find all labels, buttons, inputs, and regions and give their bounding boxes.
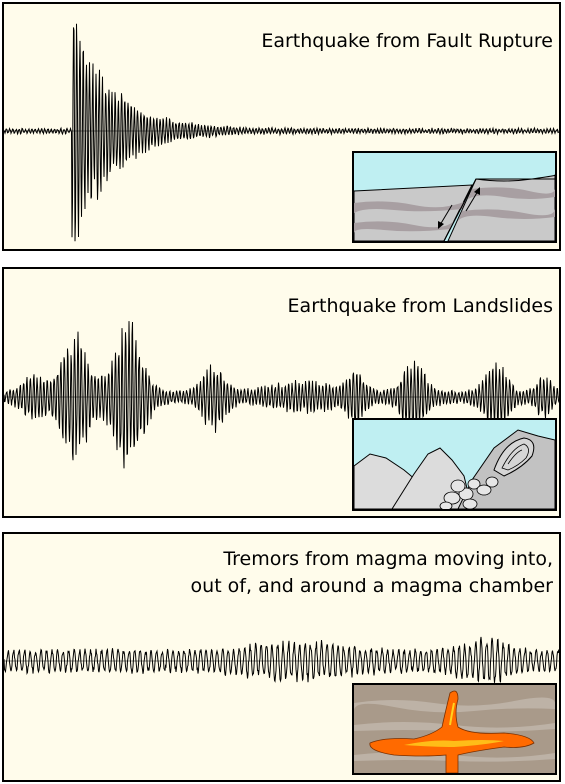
fault-rupture-panel: Earthquake from Fault Rupture — [2, 2, 561, 251]
fault-rupture-seismogram — [4, 23, 559, 242]
fault-cross-section-illustration — [352, 151, 557, 243]
landslide-seismogram — [4, 321, 559, 469]
panel-title: Earthquake from Landslides — [287, 295, 553, 317]
seismogram-trace — [4, 23, 559, 242]
landslide-panel: Earthquake from Landslides — [2, 267, 561, 518]
landslide-illustration — [352, 418, 557, 511]
seismogram-trace — [4, 636, 559, 683]
magma-tremor-seismogram — [4, 636, 559, 683]
panel-title: Tremors from magma moving into, out of, … — [190, 548, 553, 597]
panel-title: Earthquake from Fault Rupture — [261, 30, 553, 52]
seismogram-trace — [4, 321, 559, 469]
magma-tremor-panel: Tremors from magma moving into, out of, … — [2, 532, 561, 782]
magma-chamber-illustration — [352, 683, 557, 775]
